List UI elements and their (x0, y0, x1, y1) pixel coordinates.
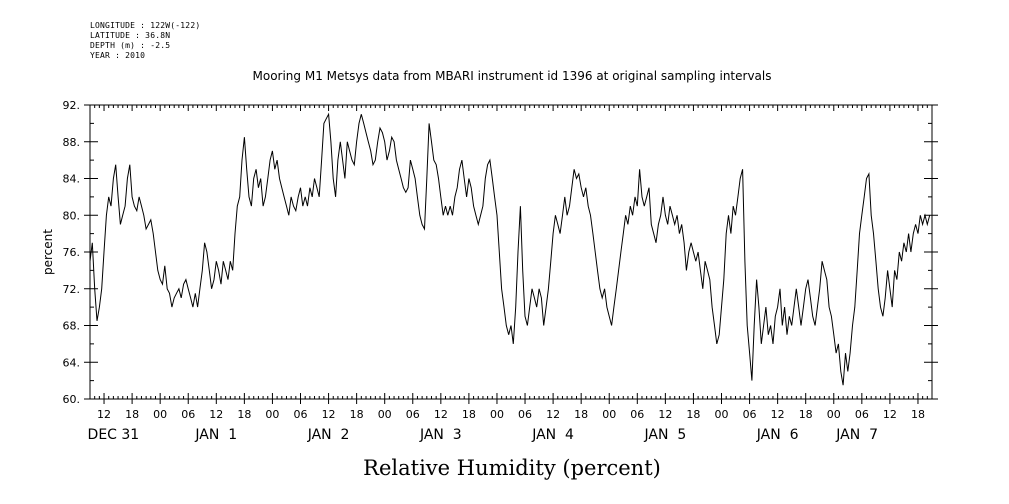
x-tick-label: 12 (322, 408, 336, 421)
x-day-label: JAN 7 (835, 427, 878, 443)
y-axis-label: percent (41, 229, 55, 275)
x-tick-label: 18 (125, 408, 139, 421)
x-tick-label: 00 (827, 408, 841, 421)
x-tick-label: 12 (434, 408, 448, 421)
y-tick-label: 68. (63, 320, 81, 333)
x-axis: 12 18 00 06 12 18 00 06 12 18 00 06 12 18 00 06 12 18 00 06… (88, 105, 933, 443)
y-tick-label: 84. (63, 173, 81, 186)
x-tick-label: 06 (406, 408, 420, 421)
series-group (89, 112, 931, 386)
longitude-text: LONGITUDE : 122W(-122) (90, 21, 201, 30)
x-tick-label: 12 (883, 408, 897, 421)
x-tick-label: 00 (378, 408, 392, 421)
x-tick-label: 18 (237, 408, 251, 421)
x-tick-label: 12 (658, 408, 672, 421)
y-axis: 60. 64. 68. 72. 76. 80. 84. 88. 92. (63, 99, 938, 406)
x-tick-label: 12 (771, 408, 785, 421)
y-tick-label: 72. (63, 283, 81, 296)
plot-frame (89, 104, 933, 400)
x-tick-label: 06 (294, 408, 308, 421)
y-tick-label: 60. (63, 393, 81, 406)
x-tick-label: 06 (518, 408, 532, 421)
x-day-label: JAN 2 (307, 427, 350, 443)
x-day-label: JAN 3 (419, 427, 462, 443)
chart-title: Mooring M1 Metsys data from MBARI instru… (253, 69, 772, 83)
y-tick-label: 64. (63, 356, 81, 369)
location-metadata: LONGITUDE : 122W(-122) LATITUDE : 36.8N … (90, 21, 200, 61)
y-tick-label: 76. (63, 246, 81, 259)
x-tick-label: 18 (350, 408, 364, 421)
x-day-label: DEC 31 (88, 427, 140, 443)
x-tick-label: 12 (209, 408, 223, 421)
x-tick-label: 00 (715, 408, 729, 421)
x-tick-label: 18 (686, 408, 700, 421)
y-tick-label: 88. (63, 136, 81, 149)
x-tick-label: 12 (97, 408, 111, 421)
humidity-series-line (89, 112, 931, 386)
x-axis-label: Relative Humidity (percent) (363, 456, 661, 480)
y-tick-label: 80. (63, 209, 81, 222)
x-tick-label: 18 (574, 408, 588, 421)
x-tick-label: 18 (462, 408, 476, 421)
x-day-label: JAN 6 (756, 427, 799, 443)
x-tick-label: 00 (265, 408, 279, 421)
x-tick-label: 06 (855, 408, 869, 421)
x-day-label: JAN 1 (194, 427, 237, 443)
x-tick-label: 12 (546, 408, 560, 421)
x-tick-label: 06 (630, 408, 644, 421)
latitude-text: LATITUDE : 36.8N (90, 31, 171, 40)
x-tick-label: 18 (911, 408, 925, 421)
x-tick-label: 18 (799, 408, 813, 421)
x-tick-label: 00 (490, 408, 504, 421)
depth-text: DEPTH (m) : -2.5 (90, 41, 171, 50)
x-tick-label: 06 (181, 408, 195, 421)
year-text: YEAR : 2010 (90, 51, 146, 60)
x-tick-label: 06 (743, 408, 757, 421)
x-tick-label: 00 (602, 408, 616, 421)
y-tick-label: 92. (63, 99, 81, 112)
x-day-label: JAN 4 (531, 427, 574, 443)
x-tick-label: 00 (153, 408, 167, 421)
x-day-label: JAN 5 (643, 427, 686, 443)
